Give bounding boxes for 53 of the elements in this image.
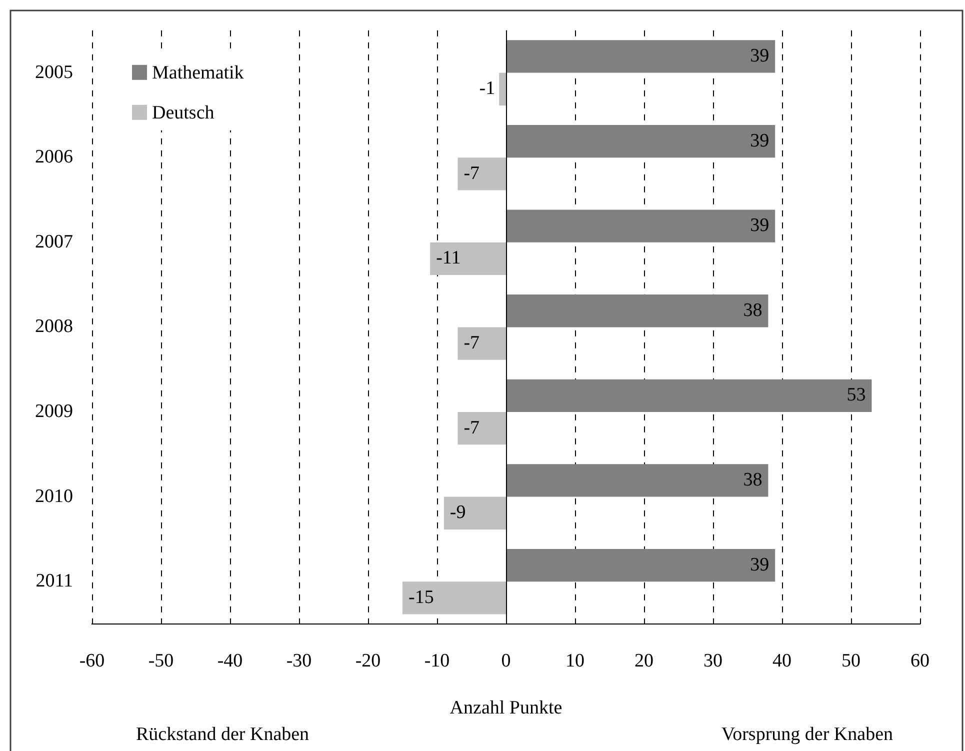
bar [506, 379, 872, 412]
data-label: -9 [450, 502, 466, 524]
data-label: 39 [750, 215, 770, 236]
bar [458, 158, 506, 190]
data-label: 39 [750, 554, 770, 576]
data-label: 39 [750, 45, 770, 66]
legend-label: Deutsch [152, 102, 215, 124]
bar [506, 294, 768, 328]
x-tick-label: -30 [286, 650, 312, 672]
bar [506, 40, 776, 73]
bar [506, 548, 776, 582]
text: Vorsprung der Knaben [721, 724, 894, 745]
y-tick-label: 2008 [35, 316, 73, 338]
data-label: -7 [464, 162, 480, 184]
bar [458, 412, 506, 445]
y-tick-label: 2006 [35, 146, 73, 168]
y-tick-label: 2009 [35, 400, 73, 422]
bar [458, 327, 506, 360]
x-tick-label: -60 [79, 650, 105, 672]
data-label: -7 [464, 417, 480, 438]
x-tick-label: 0 [501, 650, 511, 672]
bar [506, 124, 776, 158]
x-tick-label: 50 [842, 650, 860, 672]
data-label: 53 [846, 384, 866, 406]
x-tick-label: 40 [772, 650, 792, 672]
y-tick-label: 2007 [35, 231, 73, 252]
x-tick-label: -20 [355, 650, 381, 672]
data-label: -7 [464, 332, 480, 354]
x-tick-label: -10 [424, 650, 450, 672]
data-label: -15 [408, 586, 434, 608]
data-label: -11 [436, 248, 461, 269]
bar [402, 582, 506, 614]
y-tick-label: 2005 [35, 62, 73, 83]
bar [430, 242, 506, 276]
y-tick-label: 2010 [35, 486, 73, 507]
x-tick-label: 10 [566, 650, 584, 672]
data-label: 39 [750, 130, 770, 152]
data-label: 38 [743, 300, 762, 321]
y-tick-label: 2011 [36, 570, 73, 592]
x-tick-label: 20 [634, 650, 654, 672]
x-tick-label: -40 [217, 650, 243, 672]
bar [444, 496, 506, 530]
legend-label: Mathematik [152, 62, 244, 84]
bar [506, 464, 768, 497]
x-tick-label: 30 [704, 650, 722, 672]
bar [506, 210, 776, 242]
x-tick-label: -50 [148, 650, 174, 672]
bar [499, 72, 506, 106]
x-tick-label: 60 [910, 650, 930, 672]
data-label: 38 [743, 469, 762, 490]
text: Rückstand der Knaben [136, 724, 310, 745]
x-axis-title: Anzahl Punkte [450, 698, 562, 719]
data-label: -1 [479, 78, 496, 100]
